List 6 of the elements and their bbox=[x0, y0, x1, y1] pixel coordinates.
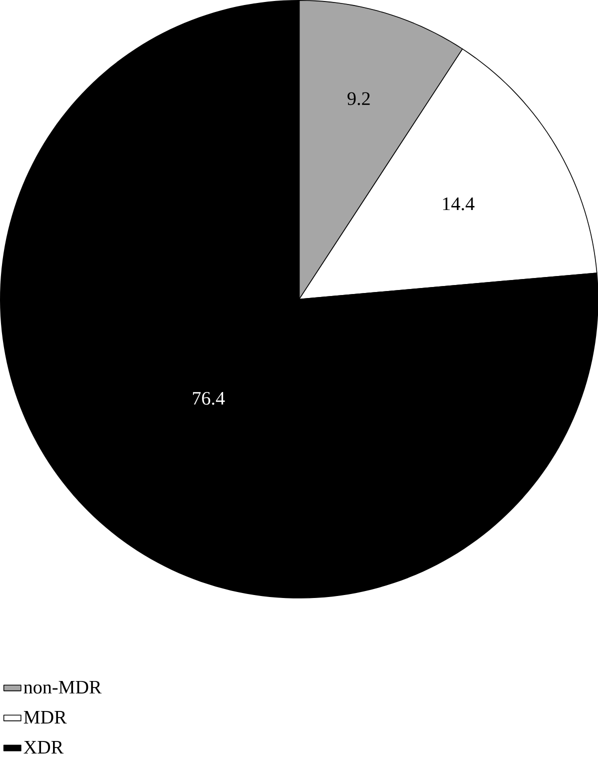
data-label: 9.2 bbox=[347, 92, 370, 106]
data-label: 14.4 bbox=[442, 197, 474, 210]
legend-label: non-MDR bbox=[24, 680, 102, 694]
legend-label: MDR bbox=[24, 710, 67, 724]
data-label: 76.4 bbox=[192, 392, 225, 405]
legend-label: XDR bbox=[24, 741, 64, 754]
